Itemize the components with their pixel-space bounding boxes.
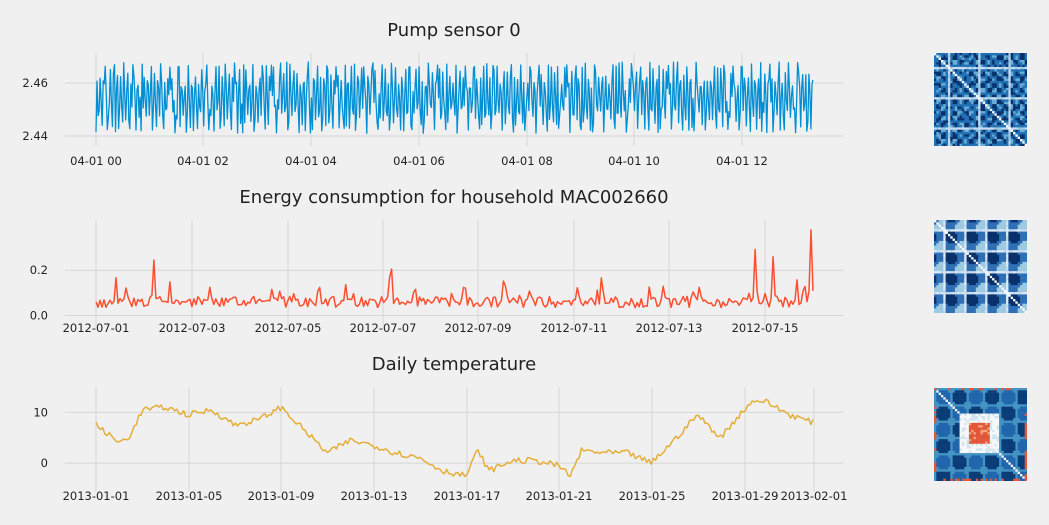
x-tick-label: 2013-01-13 bbox=[341, 489, 408, 503]
x-tick-label: 2013-01-29 bbox=[712, 489, 779, 503]
x-tick-label: 2013-01-01 bbox=[63, 489, 130, 503]
y-tick-label: 0 bbox=[41, 456, 48, 470]
x-tick-label: 2012-07-07 bbox=[350, 321, 417, 335]
chart-title-energy-consumption: Energy consumption for household MAC0026… bbox=[239, 187, 668, 208]
series-line-pump-sensor bbox=[95, 61, 814, 134]
x-tick-label: 04-01 00 bbox=[70, 154, 122, 168]
x-tick-label: 04-01 06 bbox=[393, 154, 445, 168]
x-tick-label: 04-01 04 bbox=[285, 154, 337, 168]
gridlines-daily-temperature bbox=[65, 387, 843, 492]
x-tick-label: 04-01 12 bbox=[716, 154, 768, 168]
x-axis-ticks-pump-sensor: 04-01 00 04-01 02 04-01 04 04-01 06 04-01 08… bbox=[70, 154, 768, 168]
y-tick-label: 2.46 bbox=[22, 76, 48, 90]
y-axis-ticks-daily-temperature: 0 10 bbox=[33, 405, 48, 470]
x-tick-label: 2013-01-05 bbox=[156, 489, 223, 503]
y-axis-ticks-pump-sensor: 2.44 2.46 bbox=[22, 76, 48, 143]
x-tick-label: 04-01 10 bbox=[608, 154, 660, 168]
x-tick-label: 2013-01-09 bbox=[248, 489, 315, 503]
y-tick-label: 2.44 bbox=[22, 129, 48, 143]
x-tick-label: 2012-07-11 bbox=[541, 321, 608, 335]
recurrence-heatmap-daily-temperature bbox=[934, 388, 1027, 481]
gridlines-energy-consumption bbox=[65, 220, 843, 326]
series-line-daily-temperature bbox=[95, 398, 814, 478]
x-tick-label: 2013-01-25 bbox=[619, 489, 686, 503]
x-tick-label: 2012-07-05 bbox=[255, 321, 322, 335]
x-tick-label: 2013-01-17 bbox=[434, 489, 501, 503]
x-tick-label: 04-01 02 bbox=[177, 154, 229, 168]
x-tick-label: 04-01 08 bbox=[501, 154, 553, 168]
y-tick-label: 10 bbox=[33, 405, 48, 419]
series-line-energy-consumption bbox=[95, 228, 814, 309]
y-tick-label: 0.0 bbox=[30, 308, 48, 322]
x-tick-label: 2012-07-13 bbox=[636, 321, 703, 335]
x-tick-label: 2012-07-03 bbox=[159, 321, 226, 335]
x-axis-ticks-energy-consumption: 2012-07-01 2012-07-03 2012-07-05 2012-07-07… bbox=[63, 321, 799, 335]
recurrence-heatmap-pump-sensor bbox=[934, 53, 1027, 146]
x-tick-label: 2012-07-01 bbox=[63, 321, 130, 335]
chart-daily-temperature: Daily temperature 010 2013-01-01 2013-01-… bbox=[33, 354, 1027, 503]
x-axis-ticks-daily-temperature: 2013-01-01 2013-01-05 2013-01-09 2013-01-13… bbox=[63, 489, 848, 503]
x-tick-label: 2012-07-09 bbox=[445, 321, 512, 335]
x-tick-label: 2013-02-01 bbox=[781, 489, 848, 503]
recurrence-heatmap-energy-consumption bbox=[934, 220, 1027, 313]
chart-pump-sensor: Pump sensor 0 2.442.46 04-01 00 04-01 02 0… bbox=[22, 20, 1027, 168]
y-tick-label: 0.2 bbox=[30, 263, 48, 277]
chart-energy-consumption: Energy consumption for household MAC0026… bbox=[30, 187, 1027, 335]
x-tick-label: 2013-01-21 bbox=[526, 489, 593, 503]
y-axis-ticks-energy-consumption: 0.0 0.2 bbox=[30, 263, 48, 322]
x-tick-label: 2012-07-15 bbox=[732, 321, 799, 335]
chart-title-pump-sensor: Pump sensor 0 bbox=[387, 20, 520, 41]
chart-title-daily-temperature: Daily temperature bbox=[372, 354, 536, 375]
